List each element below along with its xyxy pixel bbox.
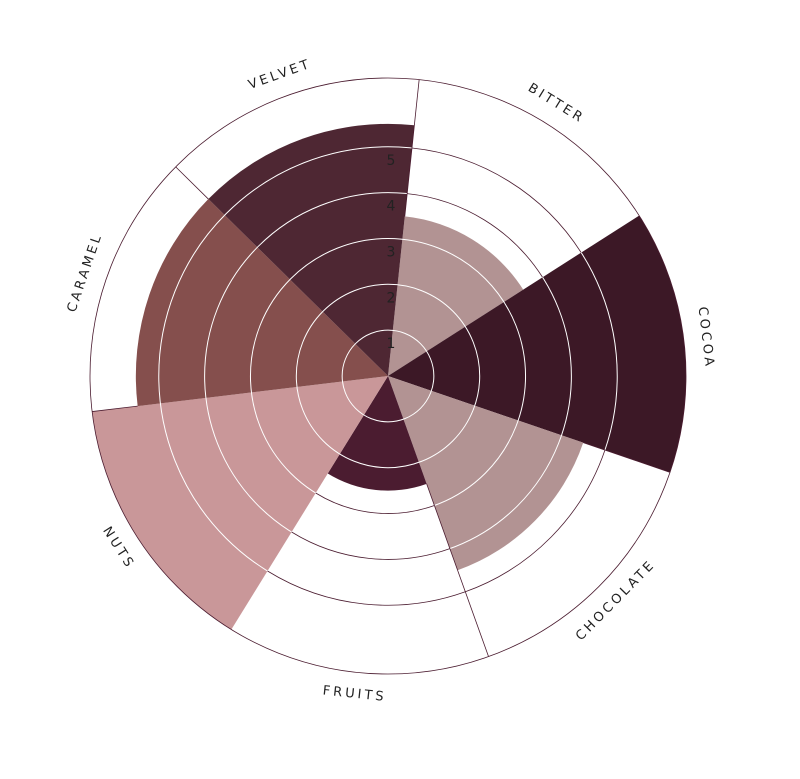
grid-arc-bitter-4 <box>407 193 543 278</box>
category-label-fruits: FRUITS <box>322 683 387 705</box>
grid-arc-fruits-3 <box>315 492 435 514</box>
grid-spoke-fruits <box>426 483 489 657</box>
grid-ring-inner-1 <box>341 329 435 423</box>
grid-group <box>89 77 687 675</box>
category-label-chocolate: CHOCOLATE <box>573 557 659 644</box>
tick-label-2: 2 <box>387 290 396 306</box>
grid-spoke-velvet <box>175 166 209 200</box>
grid-ring-inner-2 <box>295 283 481 469</box>
tick-label-5: 5 <box>387 153 396 169</box>
sector-velvet <box>208 123 415 376</box>
tick-label-4: 4 <box>387 199 396 215</box>
category-label-velvet: VELVET <box>246 57 313 93</box>
ticks-group: 1 2 3 4 5 <box>387 153 396 352</box>
tick-label-3: 3 <box>387 244 396 260</box>
sector-bitter <box>388 216 524 376</box>
sector-nuts <box>92 376 388 630</box>
category-label-bitter: BITTER <box>525 81 587 127</box>
sector-caramel <box>135 199 388 407</box>
tick-label-1: 1 <box>387 336 396 352</box>
grid-spoke-chocolate <box>583 442 671 473</box>
sector-cocoa <box>388 215 686 473</box>
grid-arc-chocolate-5 <box>465 449 606 593</box>
grid-spoke-caramel <box>92 405 138 412</box>
grid-arc-fruits-5 <box>267 570 466 606</box>
outer-ring <box>89 77 687 675</box>
sector-fruits <box>327 376 427 491</box>
grid-arc-bitter-5 <box>411 147 582 253</box>
grid-spoke-bitter <box>404 79 420 217</box>
category-label-nuts: NUTS <box>99 524 137 572</box>
grid-arc-fruits-4 <box>291 531 450 560</box>
category-label-cocoa: COCOA <box>695 306 717 370</box>
